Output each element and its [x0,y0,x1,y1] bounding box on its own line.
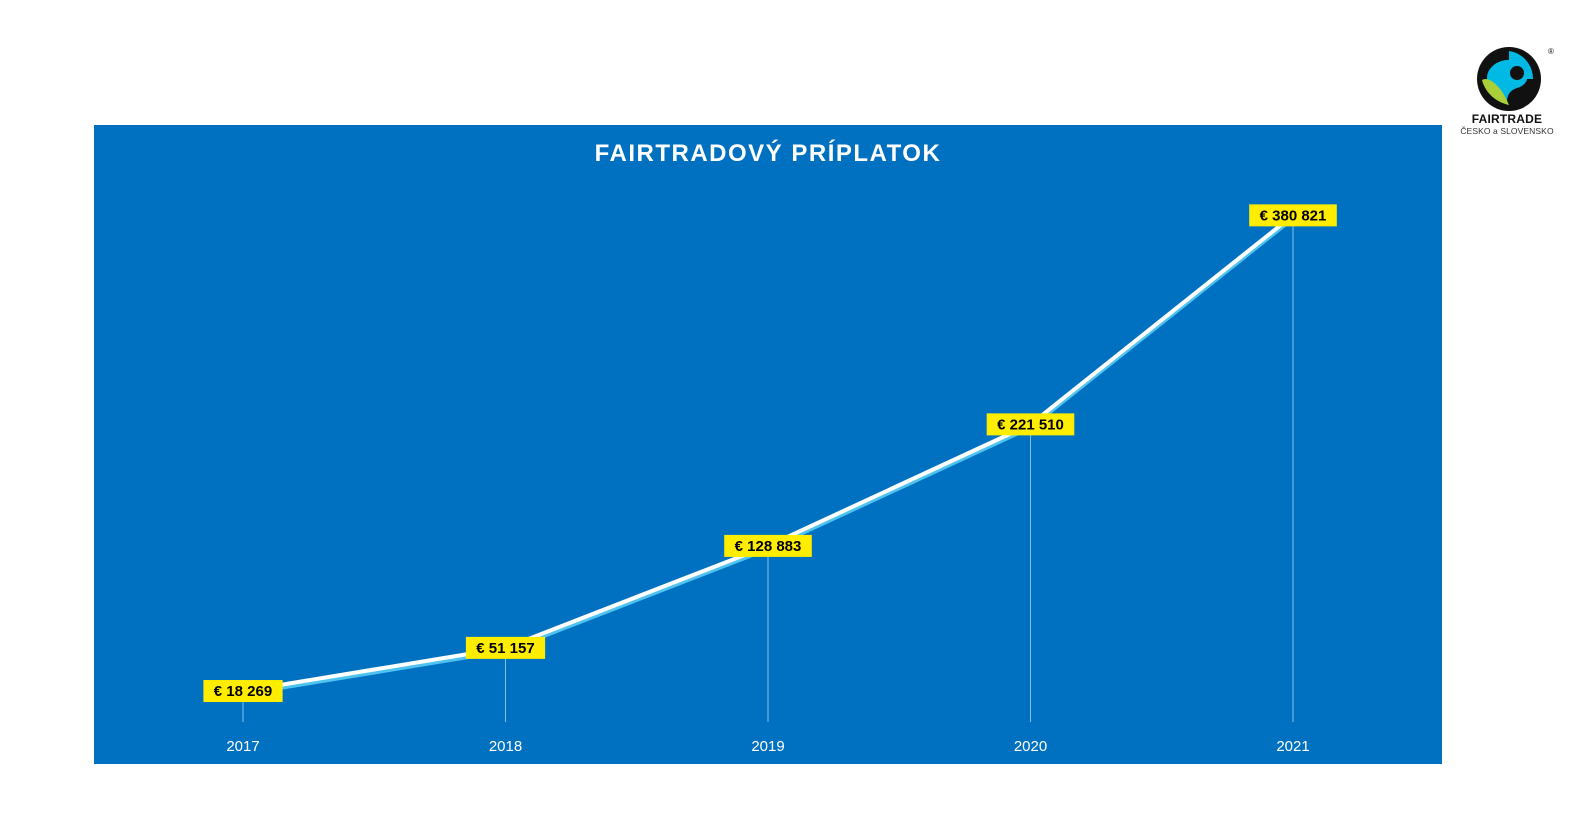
data-label-2019: € 128 883 [735,538,802,555]
data-label-bg-2020 [986,413,1075,436]
x-tick-label-2018: 2018 [489,738,522,755]
data-label-2018: € 51 157 [476,640,534,657]
fairtrade-mark-icon: ® [1477,47,1554,111]
data-label-bg-2018 [465,636,546,659]
logo-brand: FAIRTRADE [1471,112,1543,126]
data-label-2020: € 221 510 [997,416,1064,433]
x-tick-label-2020: 2020 [1014,738,1047,755]
x-tick-label-2021: 2021 [1276,738,1309,755]
x-tick-label-2017: 2017 [226,738,259,755]
data-label-2021: € 380 821 [1260,207,1327,224]
data-label-bg-2017 [203,680,283,703]
registered-mark: ® [1548,47,1554,56]
data-label-bg-2019 [724,534,812,557]
x-tick-label-2019: 2019 [751,738,784,755]
data-label-2017: € 18 269 [214,683,272,700]
fairtrade-logo: ® FAIRTRADE ČESKO a SLOVENSKO [1455,42,1559,142]
logo-subtitle: ČESKO a SLOVENSKO [1460,126,1554,136]
data-label-bg-2021 [1249,204,1337,227]
